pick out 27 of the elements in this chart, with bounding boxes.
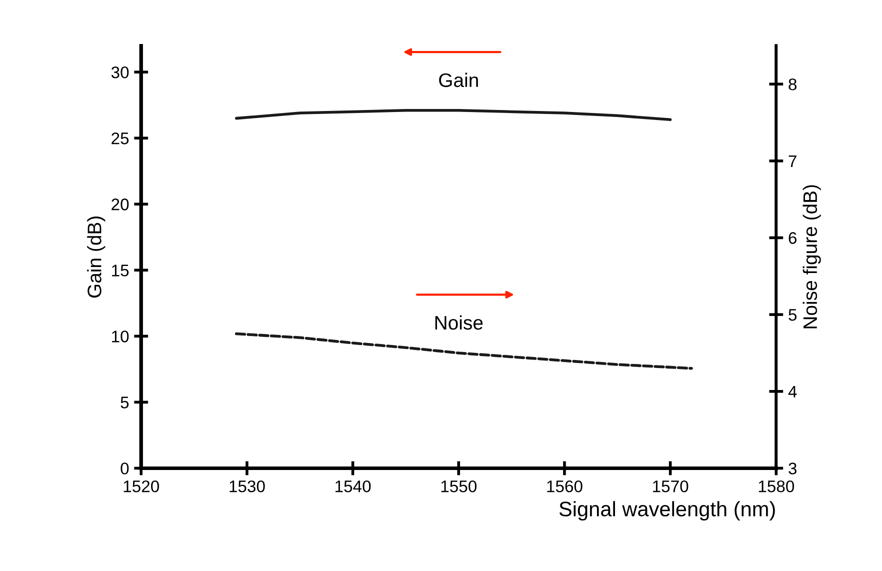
x-tick-label: 1560 (547, 480, 582, 492)
x-tick-label: 1550 (441, 480, 477, 492)
y-tick-label: 25 (112, 132, 129, 144)
y-axis-title: Gain (dB) (87, 216, 106, 298)
x-tick-label: 1580 (758, 480, 794, 492)
series-label: Noise (435, 315, 483, 330)
line-series (234, 332, 693, 370)
y-tick-label: 30 (111, 66, 129, 78)
y-tick-label: 20 (112, 198, 129, 210)
x-axis-title: Signal wavelength (nm) (559, 501, 775, 521)
y2-tick-label: 5 (788, 309, 797, 321)
y2-tick-label: 4 (788, 386, 797, 398)
x-tick-label: 1540 (336, 480, 371, 492)
y-tick-label: 10 (112, 330, 129, 342)
y2-tick-label: 3 (788, 462, 796, 474)
line-series (234, 108, 672, 122)
y-tick-label: 15 (112, 264, 129, 276)
y-tick-label: 0 (120, 462, 129, 474)
y2-tick-label: 6 (788, 232, 796, 244)
y2-tick-label: 7 (788, 155, 796, 167)
series-label: Gain (439, 72, 478, 88)
x-tick-label: 1530 (230, 480, 265, 492)
y-tick-label: 5 (120, 396, 129, 408)
x-tick-label: 1520 (124, 480, 160, 492)
y2-axis-title: Noise figure (dB) (802, 185, 821, 328)
y2-tick-label: 8 (788, 78, 797, 90)
x-tick-label: 1570 (653, 480, 688, 492)
